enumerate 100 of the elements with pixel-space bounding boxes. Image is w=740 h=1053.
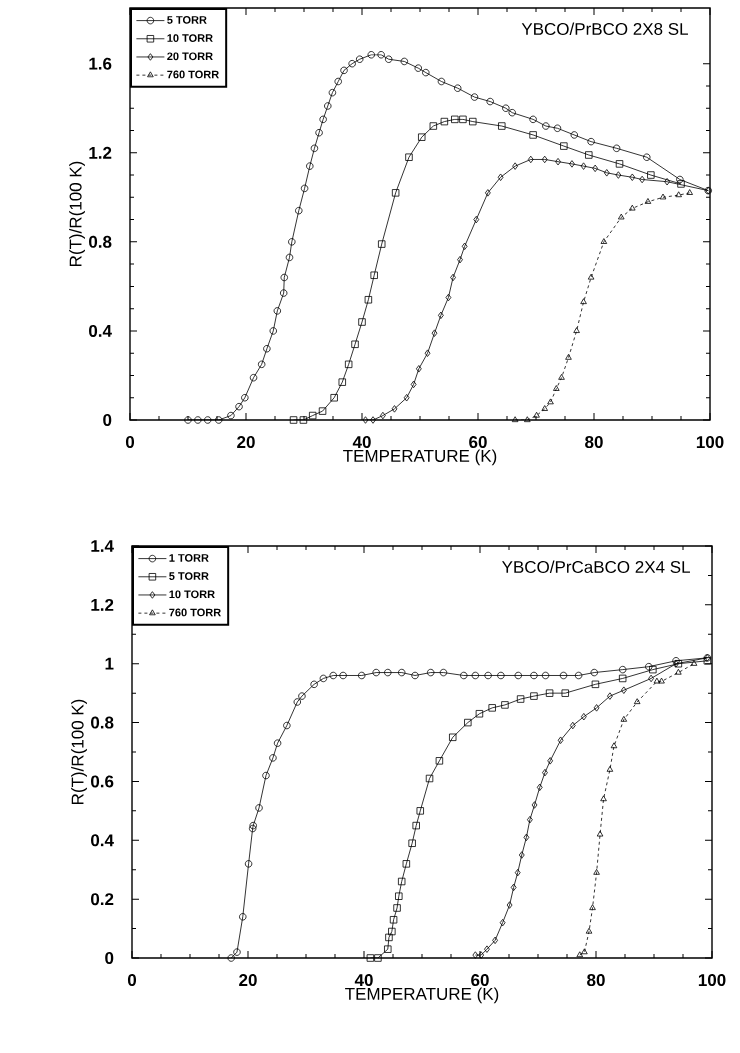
point [440,117,449,126]
legend-label: 760 TORR [169,608,221,617]
point [633,698,641,705]
point [589,904,596,911]
point [580,713,587,721]
point [398,877,406,886]
point [536,783,543,792]
point [330,394,338,402]
point [615,171,622,179]
point [675,191,682,198]
point [471,671,480,680]
point [585,927,593,934]
legend-label: 10 TORR [167,34,213,42]
point [372,668,380,677]
y-tick-label: 1.4 [91,540,114,552]
point [204,416,212,424]
point [499,919,506,927]
point [461,242,468,250]
point [511,416,519,423]
point [644,198,652,204]
point [367,51,375,59]
point [374,954,382,962]
point [340,66,348,75]
point [451,115,459,124]
point [405,153,413,161]
point [527,816,533,824]
point [263,345,271,353]
point [541,155,548,164]
point [530,671,538,680]
point [569,721,576,730]
point [565,353,572,360]
point [673,660,679,668]
point [215,416,223,424]
point [524,416,531,423]
legend-label: 20 TORR [167,52,213,61]
point [585,151,593,159]
point [412,821,420,830]
point [384,55,393,63]
point [328,88,337,97]
y-tick-label: 1 [105,657,114,670]
point [514,868,521,877]
point [484,671,492,680]
point [227,954,235,962]
point [449,733,457,741]
point [580,298,587,305]
y-tick-label: 0.8 [91,716,114,729]
legend-label: 5 TORR [167,16,207,24]
point [512,162,518,170]
point [269,327,277,335]
point [473,215,480,224]
point [470,93,479,101]
y-tick-label: 1.2 [91,598,114,611]
point [289,416,298,424]
point [618,674,627,683]
point [408,839,416,847]
y-tick-label: 0.6 [91,775,114,788]
point [675,668,682,675]
point [618,213,625,220]
point [497,671,505,680]
point [612,144,621,153]
point [248,824,257,833]
point [553,124,562,132]
point [324,102,332,110]
point [437,77,446,86]
point [344,360,353,369]
x-tick-label: 80 [587,974,605,987]
point [484,945,490,953]
x-axis-title: TEMPERATURE (K) [343,449,497,466]
point [593,704,600,712]
point [553,385,560,391]
point [574,671,583,680]
point [334,77,342,86]
point [310,144,319,153]
point [445,293,452,302]
point [288,238,296,246]
point [235,402,243,411]
point [516,695,525,703]
x-tick-label: 80 [585,436,603,449]
legend-label: 5 TORR [169,572,209,580]
point [422,68,430,77]
y-axis-title: R(T)/R(100 K) [71,699,87,804]
point [518,851,525,859]
point [510,883,517,892]
point [319,674,328,683]
point [475,710,484,718]
y-tick-label: 0.2 [91,893,114,906]
point [427,668,435,677]
point [366,954,375,962]
point [410,380,417,389]
point [339,671,347,680]
point [569,160,575,168]
point [439,668,448,677]
point [676,175,684,184]
point [411,671,419,680]
y-tick-label: 0.8 [89,235,112,248]
point [378,240,386,248]
point [559,671,568,680]
point [606,765,614,772]
point [402,860,411,868]
point [299,416,308,424]
